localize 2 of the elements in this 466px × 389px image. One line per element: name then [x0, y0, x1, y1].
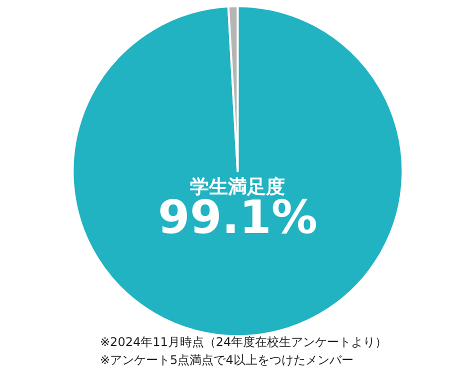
text: ※アンケート5点満点で4以上をつけたメンバー: [100, 353, 354, 367]
text: ※2024年11月時点（24年度在校生アンケートより）: [100, 335, 388, 349]
